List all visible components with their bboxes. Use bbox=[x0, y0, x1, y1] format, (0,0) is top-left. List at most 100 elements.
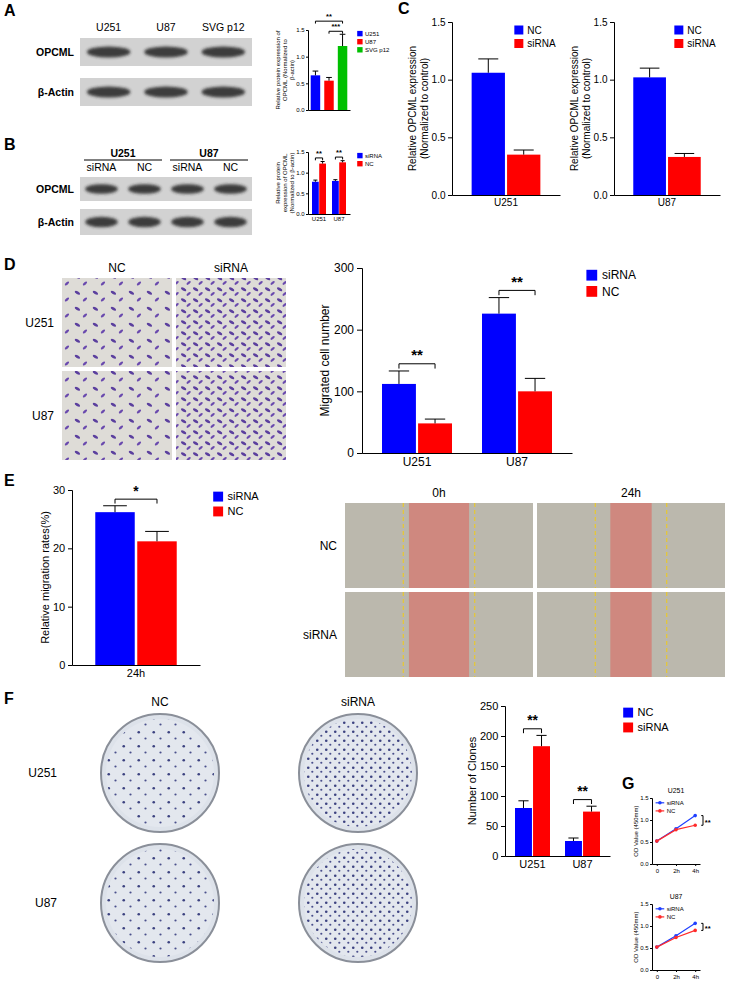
y-axis-title: Relative OPCML expression(Normalized to … bbox=[407, 46, 430, 171]
y-axis-line bbox=[357, 269, 363, 454]
colony-area bbox=[304, 849, 412, 957]
y-axis: 0.00.51.01.5 bbox=[296, 149, 308, 217]
y-tick-mark bbox=[501, 706, 505, 707]
y-axis-title: Relative migration rates(%) bbox=[39, 511, 51, 644]
point bbox=[655, 839, 659, 843]
x-tick-mark bbox=[695, 970, 696, 972]
row-label: U251 bbox=[25, 316, 54, 330]
group-underline bbox=[170, 160, 248, 161]
legend-entry: NC bbox=[674, 25, 701, 36]
y-tick: 0.0 bbox=[296, 211, 308, 217]
blot bbox=[80, 177, 252, 201]
y-tick-label: 100 bbox=[480, 790, 498, 802]
legend: siRNANC bbox=[656, 800, 684, 814]
x-tick-label: 4h bbox=[692, 868, 699, 874]
x-axis-line bbox=[615, 195, 721, 196]
y-tick-mark bbox=[357, 391, 362, 392]
bar bbox=[324, 81, 333, 110]
lane-label: siRNA bbox=[173, 161, 203, 173]
legend-swatch bbox=[586, 286, 597, 297]
significance-label: *** bbox=[331, 22, 340, 31]
x-tick: 0 bbox=[656, 970, 660, 980]
x-tick: 0 bbox=[656, 864, 660, 874]
y-tick: 20 bbox=[53, 542, 72, 554]
error-bar bbox=[568, 838, 578, 841]
wound-edge bbox=[474, 503, 475, 588]
x-axis-line bbox=[73, 665, 201, 666]
image-panel: 0h24hNCsiRNA bbox=[303, 486, 725, 677]
chart: 0.00.51.01.5Relative protein expression … bbox=[275, 12, 390, 113]
y-tick-label: 150 bbox=[480, 760, 498, 772]
legend-marker bbox=[658, 801, 662, 805]
y-axis: 050100150200250 bbox=[480, 700, 506, 862]
y-tick-label: 0.5 bbox=[296, 81, 305, 87]
significance-label: ** bbox=[336, 148, 342, 157]
legend-entry: siRNA bbox=[656, 906, 684, 912]
y-tick: 1.5 bbox=[432, 17, 452, 28]
plot-area bbox=[312, 161, 346, 214]
plot-area bbox=[311, 34, 348, 110]
y-tick: 1.0 bbox=[296, 170, 308, 176]
micrograph bbox=[62, 278, 172, 367]
legend-entry: NC bbox=[514, 25, 541, 36]
column-label: siRNA bbox=[214, 261, 248, 275]
y-axis-title: OD Value (450mm) bbox=[633, 805, 639, 856]
lane-label: NC bbox=[223, 161, 239, 173]
legend: NCsiRNA bbox=[623, 706, 669, 733]
y-tick-label: 0.0 bbox=[432, 190, 446, 201]
bar bbox=[507, 155, 540, 195]
significance-bracket bbox=[499, 290, 535, 295]
wound-image bbox=[537, 503, 725, 588]
error-bar bbox=[341, 161, 345, 163]
y-tick-mark bbox=[357, 453, 362, 454]
legend-label: siRNA bbox=[527, 38, 556, 49]
row-label: U87 bbox=[32, 409, 54, 423]
error-bar bbox=[389, 371, 409, 384]
x-tick: U251 bbox=[403, 453, 432, 469]
legend: NC siRNA bbox=[514, 25, 556, 50]
y-tick: 100 bbox=[334, 385, 362, 399]
y-tick: 0.5 bbox=[296, 191, 308, 197]
x-axis-line bbox=[653, 864, 701, 865]
error-bar bbox=[145, 531, 169, 541]
y-axis-title: Relative proteinexpression of OPCML(Norm… bbox=[275, 153, 295, 214]
y-axis-line bbox=[501, 707, 506, 857]
y-tick-label: 1.5 bbox=[640, 901, 649, 907]
y-axis-title: Migrated cell number bbox=[318, 304, 332, 416]
row-label: β-Actin bbox=[38, 216, 74, 228]
y-tick-label: 1.5 bbox=[296, 27, 305, 33]
legend-label: NC bbox=[687, 25, 701, 36]
x-tick: U87 bbox=[506, 453, 528, 469]
legend-entry: U251 bbox=[357, 31, 380, 37]
legend-label: NC bbox=[667, 914, 676, 920]
y-tick-mark bbox=[306, 173, 308, 174]
bar bbox=[418, 423, 452, 453]
legend-swatch bbox=[623, 723, 633, 733]
blot bbox=[80, 78, 252, 106]
y-tick-label: 1.0 bbox=[640, 817, 649, 823]
y-axis-line bbox=[610, 23, 615, 196]
chart: 0100200300U251U87Migrated cell number***… bbox=[318, 261, 636, 469]
x-tick: 4h bbox=[692, 864, 699, 874]
legend-label: NC bbox=[667, 808, 676, 814]
y-axis: 0.00.51.01.5 bbox=[640, 901, 652, 973]
x-tick-label: 0 bbox=[656, 974, 660, 980]
row-label: siRNA bbox=[303, 628, 337, 642]
significance-bracket bbox=[573, 800, 591, 804]
y-axis-line bbox=[448, 23, 453, 196]
legend-swatch bbox=[213, 492, 223, 502]
plot-area bbox=[655, 922, 697, 949]
lane-label: SVG p12 bbox=[202, 21, 245, 33]
bar bbox=[482, 314, 516, 453]
legend-entry: siRNA bbox=[357, 153, 382, 159]
colony-plate bbox=[299, 844, 417, 962]
legend: U251U87SVG p12 bbox=[357, 31, 390, 53]
legend-entry: SVG p12 bbox=[357, 47, 390, 53]
x-tick-mark bbox=[695, 864, 696, 866]
significance-label: * bbox=[133, 484, 139, 499]
x-tick-label: U251 bbox=[403, 455, 432, 469]
x-tick: U87 bbox=[572, 856, 592, 870]
y-tick-label: 0.5 bbox=[640, 839, 649, 845]
legend-swatch bbox=[357, 161, 362, 166]
blot bbox=[80, 38, 252, 66]
